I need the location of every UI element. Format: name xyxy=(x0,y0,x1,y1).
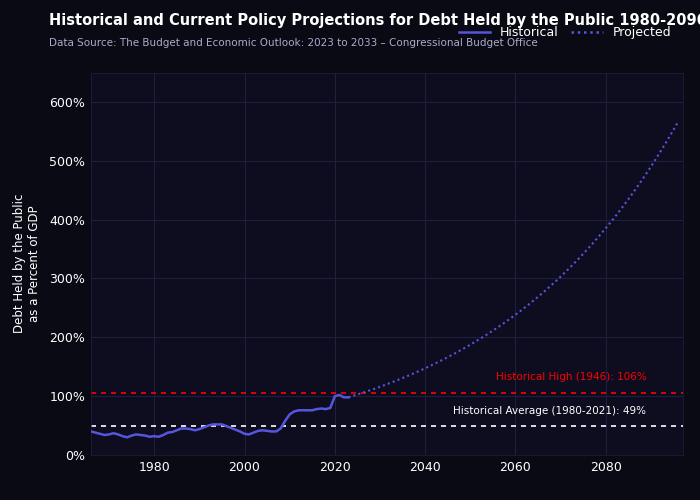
Projected xyxy=(412,370,420,376)
Historical xyxy=(123,434,132,440)
Y-axis label: Debt Held by the Public
as a Percent of GDP: Debt Held by the Public as a Percent of … xyxy=(13,194,41,334)
Projected xyxy=(642,170,650,176)
Projected xyxy=(529,298,538,304)
Projected xyxy=(416,368,425,374)
Line: Historical: Historical xyxy=(91,395,349,438)
Historical xyxy=(344,394,353,400)
Historical xyxy=(155,434,163,440)
Projected xyxy=(452,350,461,356)
Historical xyxy=(308,408,316,414)
Projected xyxy=(525,302,533,308)
Historical xyxy=(150,433,158,439)
Legend: Historical, Projected: Historical, Projected xyxy=(454,22,676,44)
Historical xyxy=(335,392,344,398)
Historical xyxy=(87,428,95,434)
Text: Historical Average (1980-2021): 49%: Historical Average (1980-2021): 49% xyxy=(454,406,646,415)
Projected xyxy=(674,119,682,125)
Text: Historical High (1946): 106%: Historical High (1946): 106% xyxy=(496,372,646,382)
Line: Projected: Projected xyxy=(349,122,678,398)
Historical xyxy=(330,393,339,399)
Historical xyxy=(263,428,272,434)
Historical xyxy=(281,418,289,424)
Text: Data Source: The Budget and Economic Outlook: 2023 to 2033 – Congressional Budge: Data Source: The Budget and Economic Out… xyxy=(49,38,538,48)
Text: Historical and Current Policy Projections for Debt Held by the Public 1980-2096: Historical and Current Policy Projection… xyxy=(49,12,700,28)
Projected xyxy=(344,394,353,400)
